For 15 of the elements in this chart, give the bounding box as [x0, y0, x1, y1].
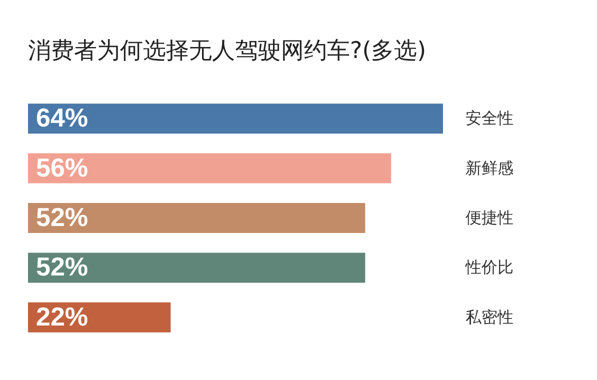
data-label: 22%: [36, 301, 88, 332]
y-tick-label: 新鲜感: [466, 158, 514, 178]
bar: [28, 153, 392, 184]
y-tick-label: 私密性: [466, 307, 514, 326]
data-label: 52%: [36, 202, 88, 232]
data-label: 64%: [36, 102, 88, 133]
bar: [28, 104, 443, 134]
bar: [28, 203, 366, 233]
data-label: 52%: [36, 252, 88, 282]
y-tick-label: 性价比: [464, 258, 514, 277]
data-label: 56%: [36, 152, 88, 182]
bar: [28, 252, 366, 283]
chart-title: 消费者为何选择无人驾驶网约车?(多选): [28, 38, 426, 64]
y-tick-label: 便捷性: [466, 208, 514, 227]
y-tick-label: 安全性: [466, 108, 514, 128]
